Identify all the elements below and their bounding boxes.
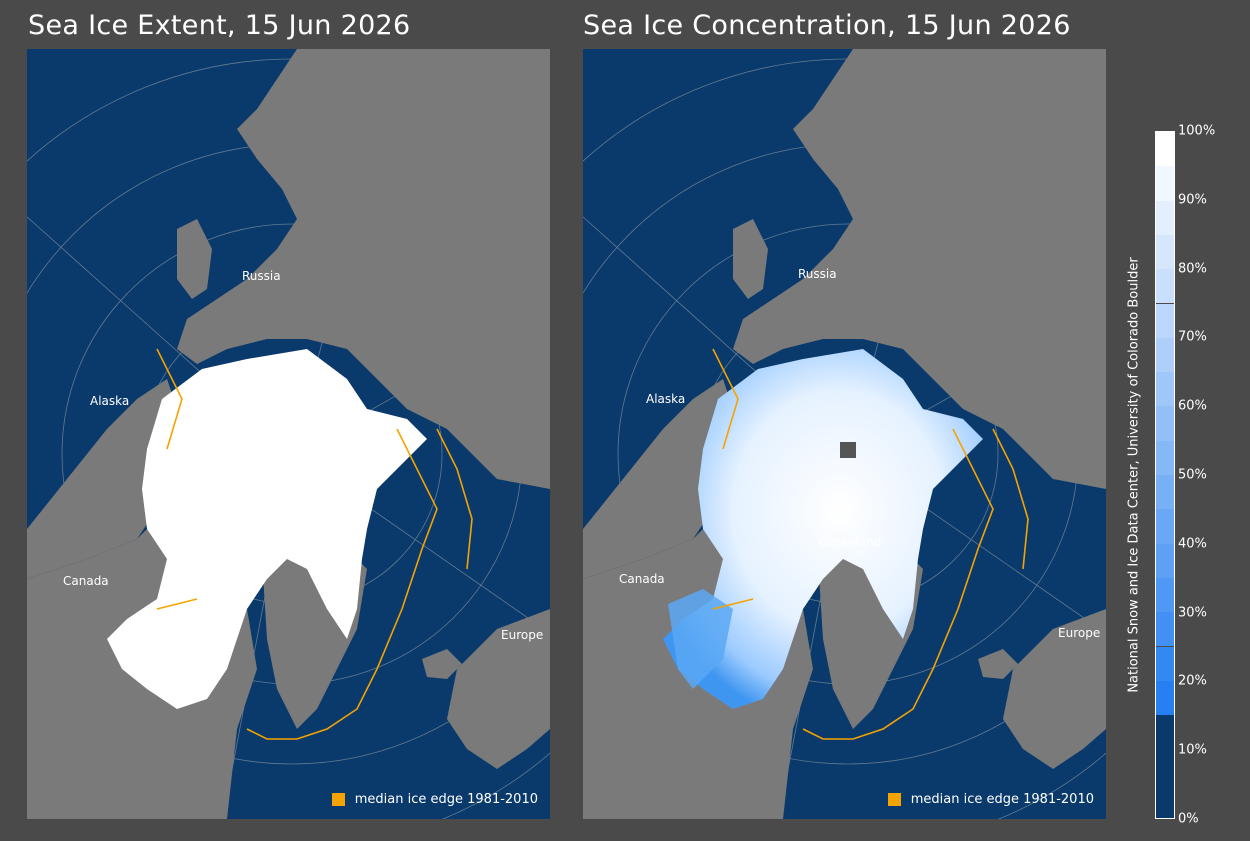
colorbar-band [1156, 509, 1174, 544]
land-iceland [422, 649, 462, 679]
credit-text: National Snow and Ice Data Center, Unive… [1126, 257, 1142, 693]
colorbar-tick-label: 60% [1178, 398, 1207, 414]
extent-title: Sea Ice Extent, 15 Jun 2026 [28, 10, 411, 41]
colorbar-tick-label: 20% [1178, 673, 1207, 689]
land-europe [447, 609, 550, 769]
colorbar-band [1156, 577, 1174, 613]
colorbar-tick-label: 80% [1178, 261, 1207, 277]
legend-label: median ice edge 1981-2010 [354, 792, 538, 807]
hudson-bay-ice [668, 589, 733, 689]
label-greenland: Greenland [263, 536, 326, 550]
colorbar-tick-label: 0% [1178, 811, 1199, 827]
sea-ice-extent [107, 349, 427, 709]
land-alaska [583, 379, 733, 579]
label-alaska: Alaska [90, 394, 130, 408]
legend-swatch [887, 793, 901, 806]
colorbar-band [1156, 406, 1174, 441]
colorbar-band [1156, 234, 1174, 270]
colorbar-band [1156, 200, 1174, 235]
extent-map-graphic [27, 49, 550, 819]
legend-label: median ice edge 1981-2010 [910, 792, 1094, 807]
colorbar-band [1156, 715, 1174, 818]
land-russia [177, 49, 550, 489]
label-europe: Europe [501, 628, 544, 642]
concentration-legend: median ice edge 1981-2010 [887, 792, 1094, 807]
colorbar-tick-label: 30% [1178, 605, 1207, 621]
land-russia [733, 49, 1106, 489]
label-europe: Europe [1058, 626, 1101, 640]
colorbar-band [1156, 132, 1174, 167]
extent-legend: median ice edge 1981-2010 [331, 792, 538, 807]
label-alaska: Alaska [646, 392, 686, 406]
colorbar-band [1156, 303, 1174, 338]
colorbar-tick-label: 50% [1178, 467, 1207, 483]
land-alaska [27, 379, 177, 579]
pole-hole [840, 442, 856, 458]
colorbar-band [1156, 612, 1174, 647]
concentration-title: Sea Ice Concentration, 15 Jun 2026 [583, 10, 1071, 41]
label-greenland: Greenland [819, 535, 882, 549]
concentration-map[interactable]: Russia Alaska Canada Greenland Europe me… [583, 49, 1106, 819]
label-canada: Canada [63, 574, 109, 588]
colorbar-tick-label: 70% [1178, 329, 1207, 345]
colorbar-band [1156, 475, 1174, 510]
colorbar-tick-label: 90% [1178, 192, 1207, 208]
median-ice-edge [712, 348, 1029, 740]
land-iceland [978, 649, 1018, 679]
colorbar-tick-label: 10% [1178, 742, 1207, 758]
colorbar-band [1156, 337, 1174, 373]
colorbar-band [1156, 543, 1174, 578]
colorbar-band [1156, 372, 1174, 407]
label-russia: Russia [798, 267, 837, 281]
land-europe [1003, 609, 1106, 769]
median-ice-edge [156, 348, 473, 740]
land-peninsula [733, 219, 768, 299]
extent-map[interactable]: Russia Alaska Canada Greenland Europe me… [27, 49, 550, 819]
concentration-map-graphic [583, 49, 1106, 819]
colorbar-band [1156, 680, 1174, 716]
colorbar-band [1156, 646, 1174, 681]
colorbar-band [1156, 440, 1174, 475]
legend-swatch [331, 793, 345, 806]
label-russia: Russia [242, 269, 281, 283]
label-canada: Canada [619, 572, 665, 586]
colorbar-tick-label: 100% [1178, 123, 1216, 139]
colorbar-tick-label: 40% [1178, 536, 1207, 552]
colorbar-band [1156, 269, 1174, 304]
colorbar-band [1156, 166, 1174, 201]
concentration-colorbar [1155, 131, 1175, 819]
land-peninsula [177, 219, 212, 299]
sea-ice-concentration [663, 349, 983, 709]
